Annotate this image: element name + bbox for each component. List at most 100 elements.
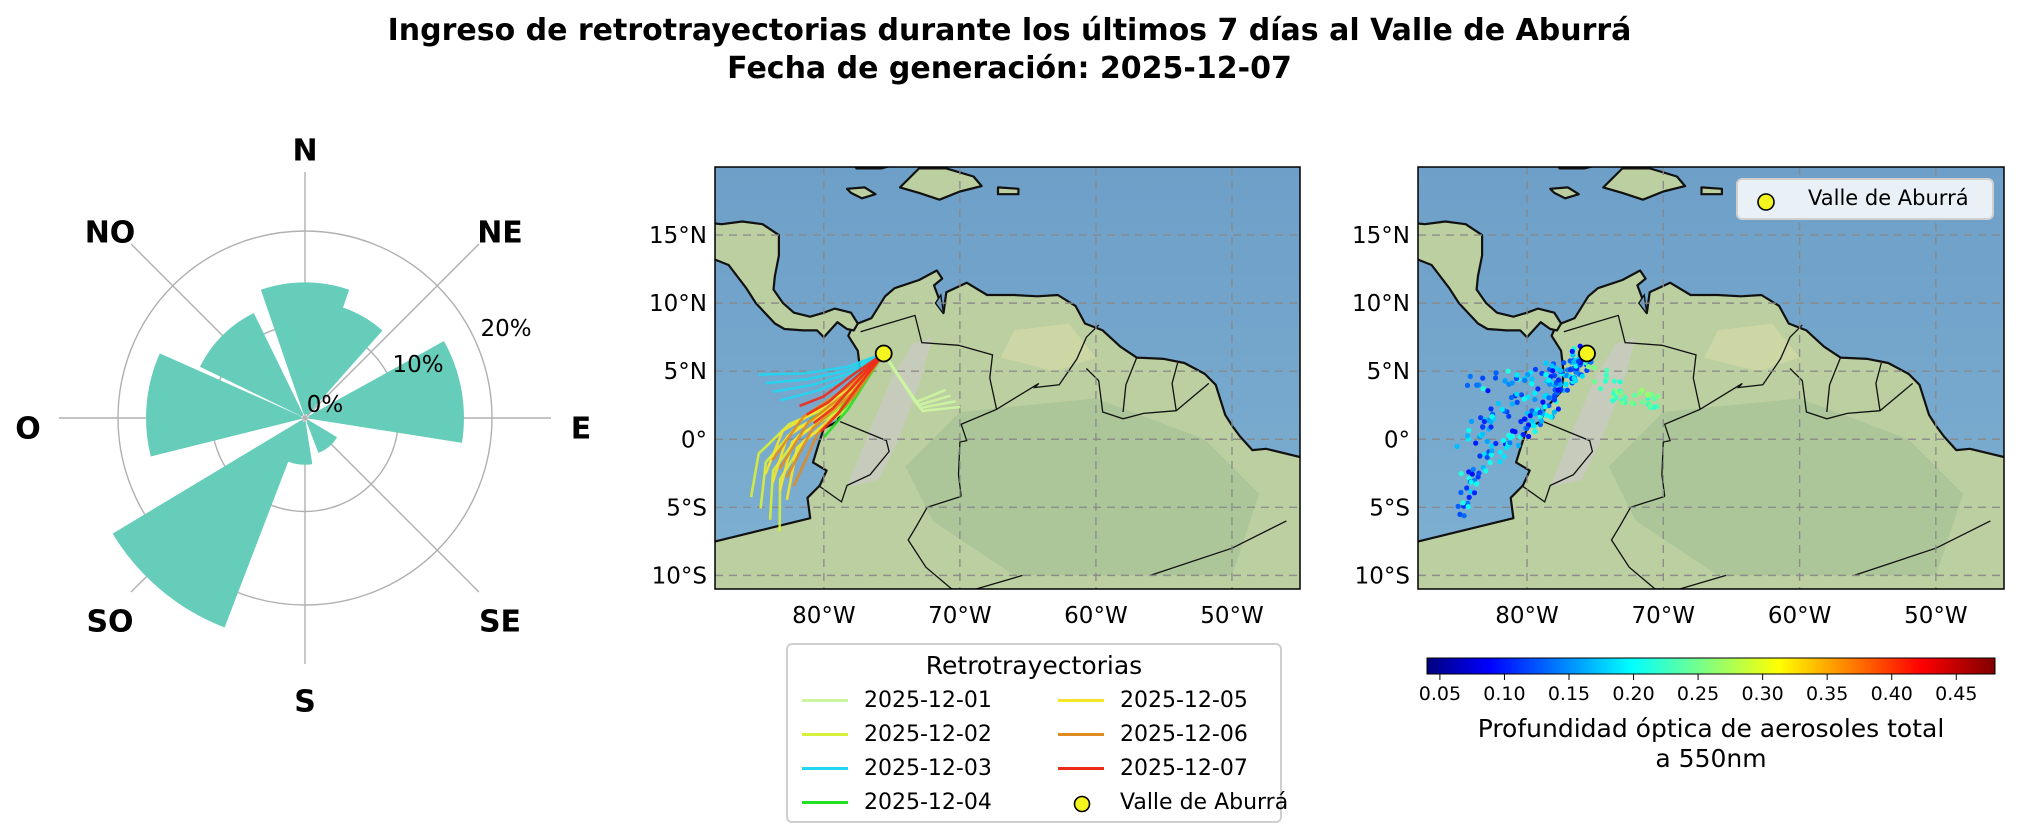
aod-point — [1525, 394, 1531, 400]
aod-point — [1495, 400, 1501, 406]
country-border — [907, 495, 962, 589]
country-border — [1171, 362, 1179, 411]
rose-direction-SO: SO — [86, 605, 133, 640]
land-polygon — [854, 167, 892, 170]
aod-point — [1505, 368, 1511, 374]
aod-point — [1468, 418, 1475, 424]
aod-point — [1464, 433, 1471, 439]
map2-legend-label: Valle de Aburrá — [1808, 186, 1969, 210]
aod-point — [1567, 358, 1573, 364]
aod-point — [1613, 395, 1619, 401]
y-tick-label: 0° — [1384, 427, 1410, 453]
aod-point — [1542, 393, 1548, 399]
aod-point — [1591, 364, 1597, 371]
aod-point — [1480, 386, 1486, 392]
aod-point — [1546, 395, 1552, 401]
y-tick-label: 0° — [681, 427, 707, 453]
valle-marker-icon — [1757, 193, 1775, 211]
aod-point — [1518, 418, 1524, 425]
aod-point — [1571, 359, 1577, 365]
aod-point — [1603, 372, 1609, 378]
x-tick-label: 80°W — [792, 603, 856, 629]
y-tick-label: 5°S — [666, 495, 707, 521]
aod-point — [1655, 393, 1661, 399]
country-border — [1563, 314, 1701, 497]
aod-point — [1544, 412, 1550, 418]
aod-point — [1493, 440, 1499, 447]
aod-point — [1629, 400, 1635, 406]
rose-direction-O: O — [15, 412, 41, 447]
colorbar-tick-label: 0.35 — [1806, 683, 1848, 705]
aod-point — [1480, 424, 1486, 430]
aod-point — [1552, 394, 1558, 400]
y-tick-label: 5°S — [1369, 495, 1410, 521]
aod-point — [1548, 414, 1554, 420]
colorbar-label-line2: a 550nm — [1655, 744, 1767, 773]
aod-point — [1564, 387, 1570, 393]
aod-point — [1480, 431, 1486, 437]
aod-point — [1484, 454, 1490, 460]
aod-point — [1576, 358, 1582, 364]
aod-point — [1484, 438, 1490, 444]
aod-point — [1488, 452, 1494, 458]
aod-point — [1466, 469, 1472, 475]
rose-bar — [199, 312, 304, 417]
aod-point — [1549, 363, 1555, 369]
rose-direction-N: N — [292, 134, 317, 169]
aod-point — [1474, 382, 1480, 388]
aod-point — [1563, 382, 1569, 388]
aod-point — [1585, 364, 1591, 370]
colorbar — [1426, 657, 1996, 675]
country-border — [1610, 495, 1665, 589]
land-polygon — [996, 186, 1020, 196]
rose-radial-tick: 0% — [307, 392, 344, 418]
map2-legend: Valle de Aburrá — [1736, 178, 1994, 220]
aod-point — [1502, 378, 1508, 384]
aod-point — [1487, 459, 1493, 466]
rose-direction-SE: SE — [479, 605, 521, 640]
land-polygon — [898, 167, 983, 201]
x-tick-label: 70°W — [1632, 603, 1696, 629]
rose-bar — [146, 353, 302, 457]
y-tick-label: 15°N — [649, 223, 707, 249]
y-tick-label: 10°S — [1355, 563, 1410, 589]
aod-point — [1529, 381, 1535, 387]
aod-point — [1550, 368, 1556, 374]
aod-point — [1561, 360, 1567, 366]
x-tick-label: 50°W — [1200, 603, 1264, 629]
aod-point — [1532, 411, 1538, 417]
aod-point — [1501, 437, 1507, 443]
rose-bar — [306, 420, 338, 453]
country-border — [860, 314, 998, 497]
country-border — [818, 420, 890, 503]
colorbar-tick-label: 0.10 — [1483, 683, 1525, 705]
aod-point — [1467, 373, 1473, 379]
aod-point — [1526, 433, 1532, 440]
y-tick-label: 10°N — [1352, 291, 1410, 317]
aod-point — [1631, 392, 1638, 398]
aod-point — [1468, 479, 1474, 485]
aod-point — [1522, 377, 1528, 383]
trajectory-2025-12-07 — [819, 352, 885, 433]
aod-point — [1598, 386, 1604, 392]
map1-ticks: 80°W 70°W 60°W 50°W 15°N 10°N 5°N 0° 5°S 10°S — [649, 223, 1264, 629]
x-tick-label: 60°W — [1064, 603, 1128, 629]
amazon-forest — [905, 398, 1260, 576]
rose-radial-tick: 10% — [392, 352, 443, 378]
aod-point — [1518, 392, 1525, 398]
aod-point — [1466, 494, 1472, 500]
aod-point — [1524, 425, 1530, 431]
aod-point — [1506, 413, 1512, 419]
aod-point — [1493, 370, 1499, 376]
aod-point — [1640, 399, 1646, 405]
aod-point — [1473, 440, 1479, 446]
y-tick-label: 15°N — [1352, 223, 1410, 249]
aod-point — [1645, 392, 1651, 399]
colorbar-tick-label: 0.20 — [1612, 683, 1654, 705]
aod-point — [1571, 375, 1577, 381]
aod-point — [1556, 377, 1562, 383]
rose-direction-S: S — [294, 685, 316, 720]
trajectory-2025-12-01 — [882, 352, 961, 413]
aod-point — [1555, 406, 1561, 412]
rose-bar — [112, 420, 304, 628]
